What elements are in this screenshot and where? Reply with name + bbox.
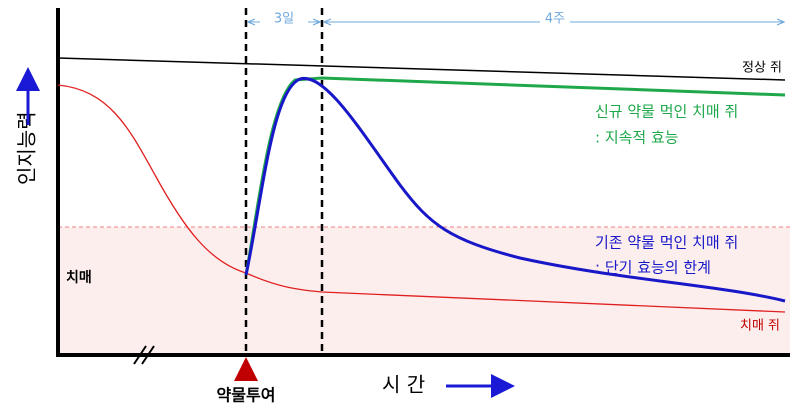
new-drug-label: 신규 약물 먹인 치매 쥐 xyxy=(595,103,738,121)
dementia-label: 치매 쥐 xyxy=(740,319,780,334)
old-drug-label: 기존 약물 먹인 치매 쥐 xyxy=(595,234,738,252)
interval-long: 4주 xyxy=(545,12,565,27)
axis-break xyxy=(133,345,155,365)
dementia-curve xyxy=(57,84,786,313)
normal-label: 정상 쥐 xyxy=(742,61,782,76)
new-drug-note: : 지속적 효능 xyxy=(595,129,679,147)
dementia-zone-label: 치매 xyxy=(66,270,92,286)
old-drug-curve xyxy=(244,77,786,303)
drug-label: 약물투여 xyxy=(217,386,276,405)
interval-short: 3일 xyxy=(274,12,294,27)
old-drug-note: : 단기 효능의 한계 xyxy=(595,259,711,277)
normal-curve xyxy=(57,57,786,81)
dementia-zone xyxy=(58,227,790,355)
x-axis-label: 시 간 xyxy=(382,373,425,397)
